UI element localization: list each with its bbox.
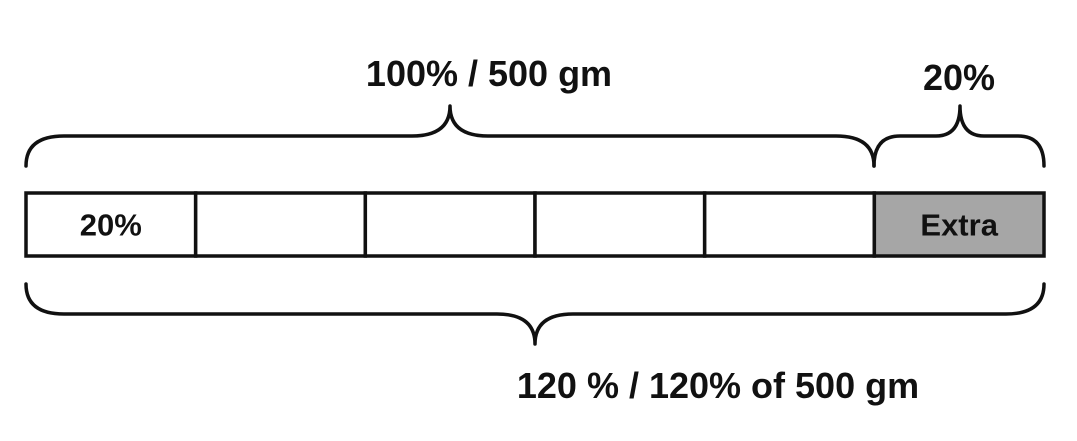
segmented-bar: 20% Extra bbox=[24, 191, 1046, 258]
bar-segment-extra-label: Extra bbox=[920, 208, 998, 243]
bar-segment-extra bbox=[872, 191, 1046, 258]
extra-brace bbox=[872, 104, 1046, 168]
bar-segment-3 bbox=[363, 191, 537, 258]
bar-segment-2 bbox=[193, 191, 368, 258]
top-brace-label: 100% / 500 gm bbox=[366, 53, 612, 94]
bar-segment-4 bbox=[533, 191, 707, 258]
bar-segment-5 bbox=[702, 191, 877, 258]
bar-segment-1-label: 20% bbox=[80, 208, 142, 243]
extra-brace-label: 20% bbox=[923, 57, 995, 98]
bottom-brace-label: 120 % / 120% of 500 gm bbox=[517, 365, 919, 406]
bottom-brace bbox=[24, 282, 1046, 346]
top-brace bbox=[24, 104, 876, 168]
bar-segment-1 bbox=[24, 191, 198, 258]
